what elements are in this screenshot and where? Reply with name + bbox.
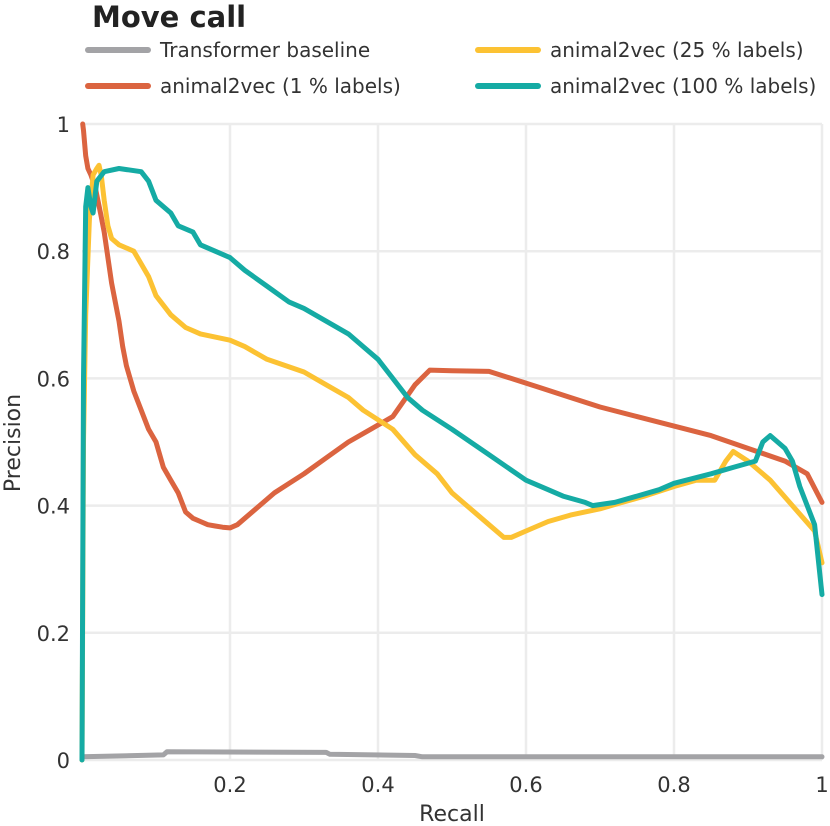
- x-axis-label: Recall: [419, 802, 485, 826]
- series-line-animal2vec-1-labels: [80, 121, 825, 531]
- x-tick-label: 1: [815, 773, 828, 797]
- legend-label: animal2vec (25 % labels): [550, 38, 804, 62]
- y-axis-label: Precision: [1, 394, 26, 492]
- y-tick-label: 0.4: [37, 495, 70, 519]
- legend: Transformer baseline animal2vec (1 % labe…: [85, 38, 816, 98]
- series-group: [79, 121, 825, 763]
- series-line-transformer-baseline: [79, 749, 825, 760]
- grid: [82, 122, 824, 762]
- x-tick-label: 0.8: [657, 773, 690, 797]
- legend-label: Transformer baseline: [159, 38, 370, 62]
- series-line-animal2vec-25-labels: [79, 162, 825, 763]
- legend-label: animal2vec (1 % labels): [160, 74, 401, 98]
- y-tick-label: 0.8: [37, 240, 70, 264]
- x-tick-label: 0.6: [509, 773, 542, 797]
- x-tick-label: 0.2: [213, 773, 246, 797]
- chart-title: Move call: [92, 0, 246, 34]
- y-tick-label: 0.6: [37, 367, 70, 391]
- ticks: 0.2 0.4 0.6 0.8 1 0 0.2 0.4 0.6 0.8 1: [37, 113, 829, 797]
- x-tick-label: 0.4: [361, 773, 394, 797]
- legend-label: animal2vec (100 % labels): [550, 74, 816, 98]
- series-line-animal2vec-100-labels: [79, 166, 825, 763]
- y-tick-label: 0: [57, 749, 70, 773]
- y-tick-label: 0.2: [37, 622, 70, 646]
- y-tick-label: 1: [57, 113, 70, 137]
